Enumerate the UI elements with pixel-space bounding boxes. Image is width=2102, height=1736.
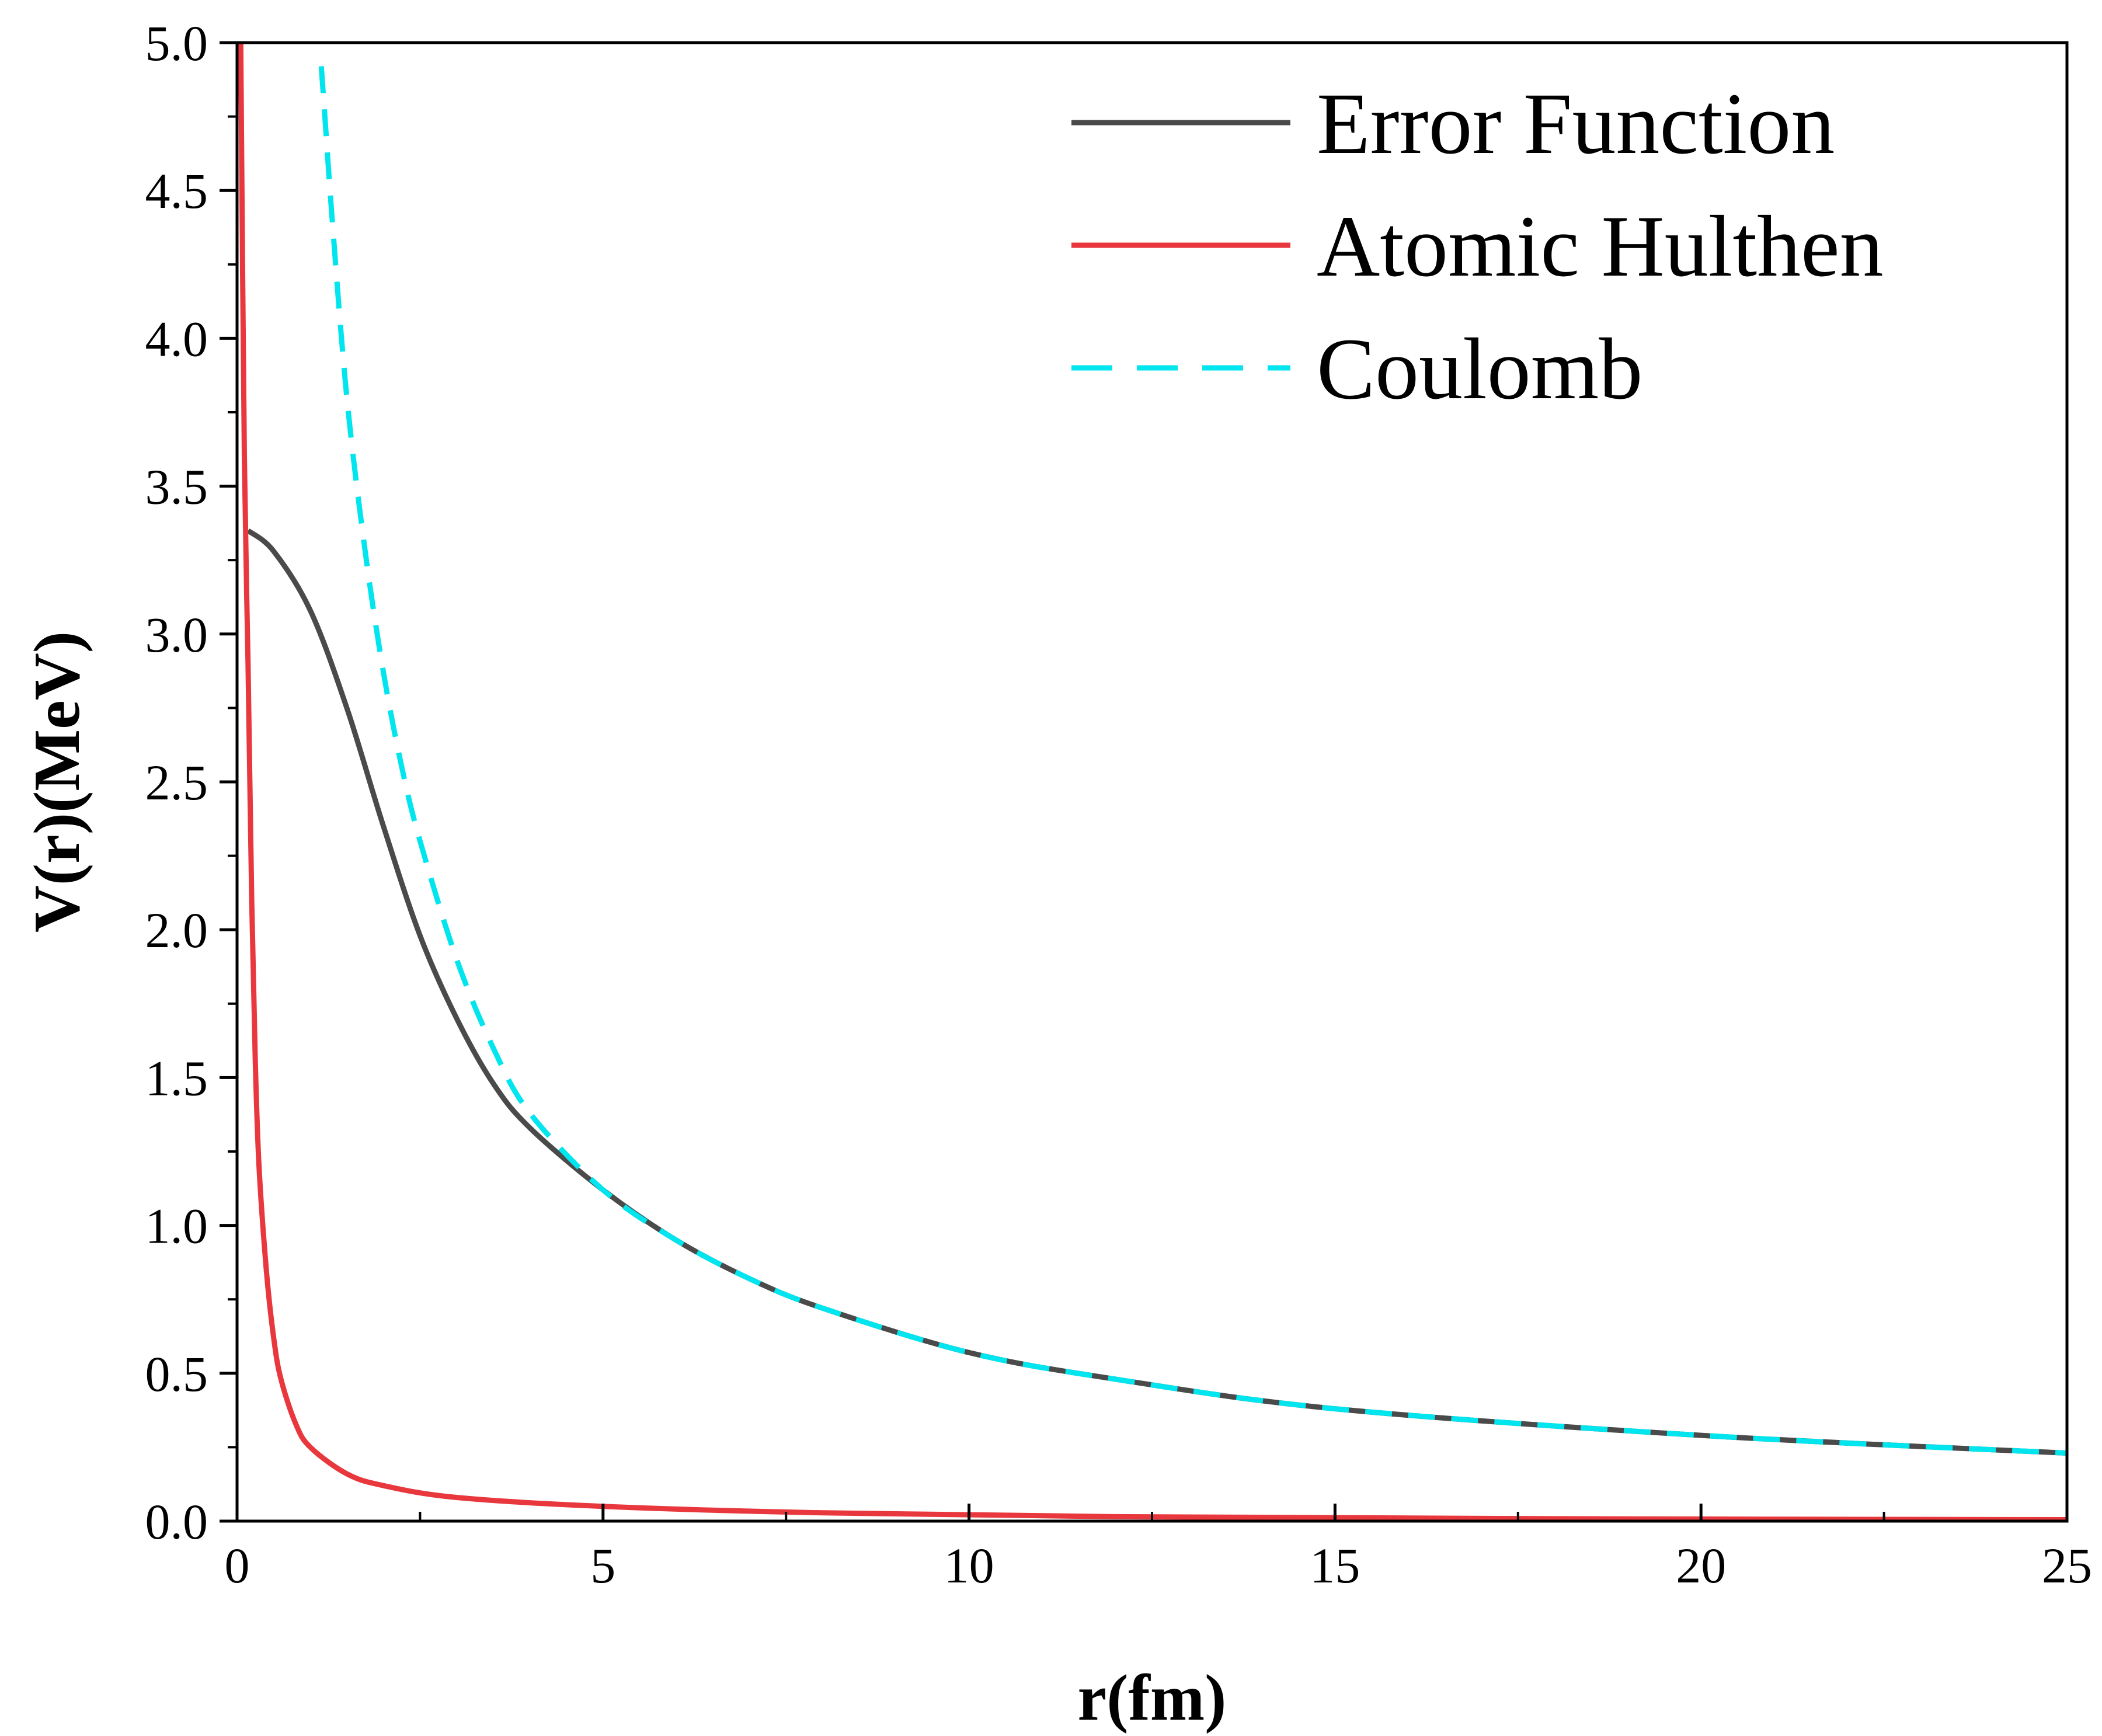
series-layer: [238, 43, 2067, 1521]
y-tick-label: 0.0: [145, 1494, 208, 1550]
series-line-coulomb: [318, 66, 2067, 1456]
y-tick-label: 2.5: [145, 754, 208, 810]
y-tick-label: 3.0: [145, 607, 208, 663]
x-axis-title: r(fm): [1078, 1662, 1227, 1734]
y-axis: 0.0 0.5 1.0 1.5 2.0 2.5 3.0 3.5 4.0 4.5 5.0: [145, 15, 237, 1550]
legend-label: Error Function: [1317, 75, 1835, 172]
y-tick-label: 4.0: [145, 311, 208, 367]
x-tick-label: 15: [1310, 1537, 1360, 1594]
x-tick-label: 0: [225, 1537, 250, 1594]
x-tick-label: 20: [1676, 1537, 1726, 1594]
x-tick-label: 5: [590, 1537, 615, 1594]
y-axis-title: V(r)(MeV): [21, 631, 93, 933]
x-axis: 0 5 10 15 20 25: [225, 1504, 2092, 1594]
legend-label: Coulomb: [1317, 321, 1642, 418]
y-tick-label: 0.5: [145, 1346, 208, 1402]
y-tick-label: 2.0: [145, 902, 208, 958]
legend: Error Function Atomic Hulthen Coulomb: [1071, 75, 1884, 418]
y-tick-label: 3.5: [145, 459, 208, 515]
x-tick-label: 10: [944, 1537, 994, 1594]
series-line-error-function: [246, 528, 2067, 1456]
y-tick-label: 5.0: [145, 15, 208, 71]
y-tick-label: 1.0: [145, 1198, 208, 1254]
legend-label: Atomic Hulthen: [1317, 198, 1884, 295]
x-tick-label: 25: [2042, 1537, 2092, 1594]
series-line-atomic-hulthen: [238, 43, 2067, 1521]
y-tick-label: 4.5: [145, 163, 208, 219]
y-tick-label: 1.5: [145, 1050, 208, 1106]
